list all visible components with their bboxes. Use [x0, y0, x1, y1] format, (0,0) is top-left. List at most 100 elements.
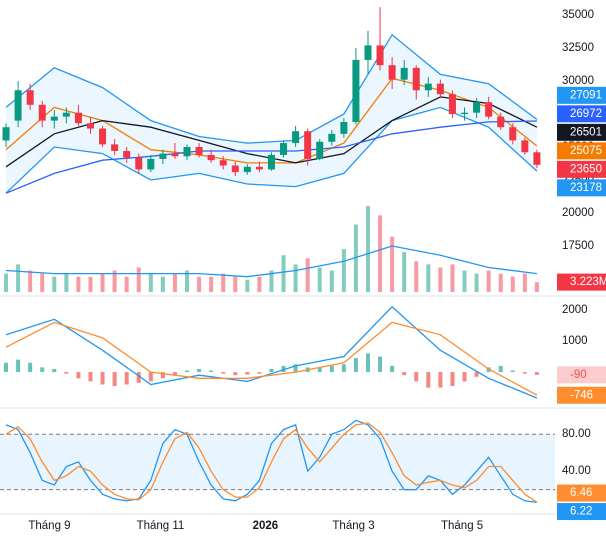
- volume-bar: [317, 267, 322, 292]
- candle-body: [509, 127, 517, 141]
- value-tag-label: 6.22: [570, 506, 592, 518]
- value-tag: [557, 160, 606, 178]
- value-tag: [557, 386, 606, 404]
- volume-bar: [64, 273, 69, 292]
- candle-body: [280, 143, 288, 155]
- candle-body: [448, 94, 456, 115]
- volume-bar: [498, 273, 503, 292]
- volume-bar: [40, 273, 45, 292]
- volume-bar: [160, 276, 165, 292]
- volume-bar: [52, 276, 57, 292]
- candle-body: [50, 116, 58, 121]
- volume-bar: [522, 273, 527, 292]
- value-tag-label: 27091: [570, 89, 602, 101]
- indicator-line: [5, 419, 537, 504]
- candle-body: [195, 147, 203, 155]
- candle-body: [352, 59, 360, 122]
- volume-bar: [4, 273, 9, 292]
- candle-body: [412, 67, 420, 91]
- volume-bar: [305, 258, 310, 292]
- histogram-bar: [209, 370, 214, 373]
- histogram-bar: [269, 368, 274, 373]
- candle-body: [388, 65, 396, 80]
- volume-bar: [390, 236, 395, 292]
- histogram-bar: [160, 372, 165, 379]
- volume-bar: [16, 264, 21, 292]
- histogram-bar: [426, 372, 431, 388]
- histogram-bar: [16, 359, 21, 373]
- candle-body: [485, 102, 493, 117]
- value-tag-label: 26501: [570, 126, 602, 138]
- histogram-bar: [317, 367, 322, 373]
- histogram-bar: [510, 370, 515, 373]
- indicator-line: [5, 245, 537, 278]
- candle-body: [207, 154, 215, 161]
- candle-body: [497, 116, 505, 128]
- candle-body: [292, 131, 300, 144]
- histogram-bar: [281, 365, 286, 373]
- volume-bar: [293, 264, 298, 292]
- y-tick-label: 17500: [562, 240, 594, 252]
- histogram-bar: [124, 372, 129, 385]
- candle-body: [171, 153, 179, 157]
- x-tick-label: Tháng 5: [441, 520, 483, 532]
- value-tag-label: 26972: [570, 108, 602, 120]
- volume-bar: [221, 273, 226, 292]
- candle-body: [123, 150, 131, 158]
- candle-body: [243, 166, 251, 173]
- indicator-line: [5, 305, 538, 399]
- candle-body: [255, 166, 263, 170]
- value-tag: [557, 123, 606, 141]
- band-fill: [0, 434, 555, 490]
- volume-bar: [402, 252, 407, 292]
- y-tick-label: 20000: [562, 207, 594, 219]
- y-tick-label: 1000: [562, 335, 588, 347]
- volume-bar: [414, 261, 419, 292]
- histogram-bar: [64, 372, 69, 374]
- histogram-bar: [136, 372, 141, 383]
- volume-bar: [185, 270, 190, 292]
- value-tag-label: 23650: [570, 163, 602, 175]
- volume-bar: [100, 273, 105, 292]
- histogram-bar: [233, 372, 238, 376]
- histogram-bar: [498, 365, 503, 373]
- histogram-bar: [402, 372, 407, 376]
- x-tick-label: Tháng 11: [137, 520, 185, 532]
- candle-body: [400, 67, 408, 80]
- value-tag: [557, 86, 606, 104]
- candle-body: [424, 83, 432, 91]
- volume-bar: [148, 273, 153, 292]
- candle-body: [533, 152, 541, 165]
- indicator-line: [5, 106, 538, 194]
- histogram-bar: [4, 362, 9, 373]
- histogram-bar: [172, 372, 177, 376]
- histogram-bar: [462, 372, 467, 382]
- histogram-bar: [293, 364, 298, 373]
- volume-bar: [209, 276, 214, 292]
- volume-bar: [257, 276, 262, 292]
- histogram-bar: [390, 365, 395, 373]
- volume-bar: [353, 224, 358, 292]
- volume-bar: [341, 249, 346, 292]
- indicator-line: [5, 321, 538, 396]
- volume-bar: [269, 270, 274, 292]
- volume-bar: [124, 276, 129, 292]
- candle-body: [111, 144, 119, 151]
- plot-area: [0, 7, 555, 504]
- value-tag: [557, 366, 606, 384]
- histogram-bar: [88, 372, 93, 382]
- volume-bar: [245, 279, 250, 292]
- histogram-bar: [450, 372, 455, 387]
- histogram-bar: [112, 372, 117, 387]
- histogram-bar: [414, 372, 419, 382]
- candle-body: [135, 157, 143, 170]
- value-tag: [557, 142, 606, 160]
- value-tag-label: 23178: [570, 182, 602, 194]
- y-tick-label: 32500: [562, 42, 594, 54]
- histogram-bar: [378, 356, 383, 373]
- value-tag: [557, 105, 606, 123]
- candle-body: [26, 90, 34, 105]
- candle-body: [74, 112, 82, 124]
- histogram-bar: [353, 358, 358, 373]
- candle-body: [14, 90, 22, 121]
